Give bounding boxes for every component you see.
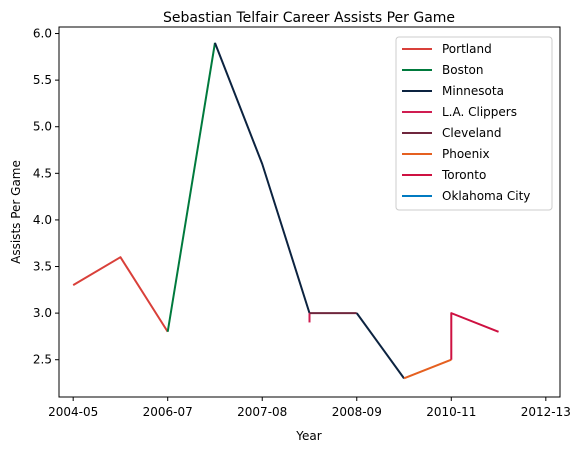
series-layer	[72, 42, 499, 380]
x-ticks: 2004-05 2006-07 2007-08 2008-09 2010-11 2012-…	[48, 397, 571, 419]
y-tick-label: 5.5	[33, 73, 52, 87]
x-tick-label: 2010-11	[426, 405, 476, 419]
legend-label: Phoenix	[442, 147, 490, 161]
y-tick-label: 4.5	[33, 166, 52, 180]
y-tick-label: 2.5	[33, 353, 52, 367]
y-tick-label: 3.5	[33, 260, 52, 274]
y-axis-label: Assists Per Game	[9, 160, 23, 264]
x-axis-label: Year	[295, 429, 321, 443]
legend-label: Boston	[442, 63, 483, 77]
x-tick-label: 2004-05	[48, 405, 98, 419]
legend-label: Minnesota	[442, 84, 504, 98]
y-tick-label: 5.0	[33, 120, 52, 134]
legend-label: Cleveland	[442, 126, 502, 140]
legend-frame	[395, 36, 553, 211]
chart-title: Sebastian Telfair Career Assists Per Gam…	[163, 10, 455, 26]
series-line-2	[214, 42, 311, 314]
y-ticks: 2.5 3.0 3.5 4.0 4.5 5.0 5.5 6.0	[33, 27, 59, 367]
series-line-5	[355, 312, 405, 379]
legend-label: Toronto	[441, 168, 486, 182]
legend-label: Oklahoma City	[442, 189, 530, 203]
series-line-0	[72, 256, 169, 333]
legend: Portland Boston Minnesota L.A. Clippers Clev…	[395, 36, 553, 211]
x-tick-label: 2006-07	[143, 405, 193, 419]
y-tick-label: 3.0	[33, 306, 52, 320]
plot-frame	[58, 26, 561, 398]
series-line-7	[450, 312, 499, 360]
y-tick-label: 6.0	[33, 27, 52, 41]
y-tick-label: 4.0	[33, 213, 52, 227]
x-tick-label: 2007-08	[237, 405, 287, 419]
series-line-1	[166, 42, 216, 332]
x-tick-label: 2012-13	[521, 405, 571, 419]
series-line-6	[403, 358, 452, 380]
legend-label: Portland	[442, 42, 492, 56]
x-tick-label: 2008-09	[332, 405, 382, 419]
legend-label: L.A. Clippers	[442, 105, 517, 119]
